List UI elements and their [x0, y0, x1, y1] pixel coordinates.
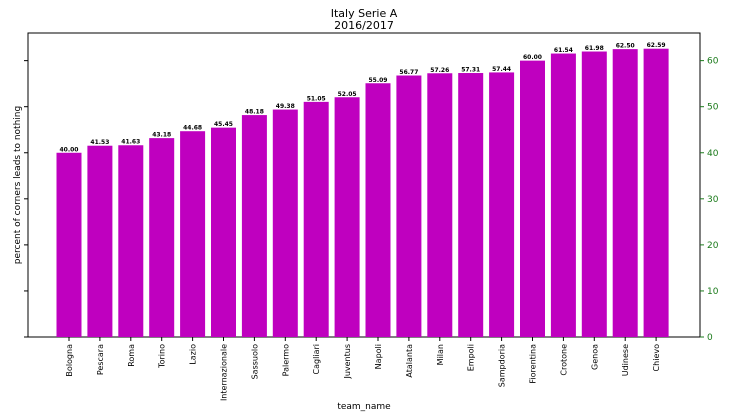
bar-pescara	[87, 145, 113, 337]
x-tick-label: Genoa	[590, 344, 599, 370]
x-tick-label: Atalanta	[405, 344, 414, 378]
plot-area	[27, 32, 701, 338]
bar-chievo	[643, 48, 669, 337]
data-label: 43.18	[152, 132, 171, 139]
data-label: 60.00	[523, 54, 542, 61]
data-label: 41.63	[121, 139, 140, 146]
data-label: 52.05	[338, 91, 357, 98]
y-tick-label: 10	[707, 287, 719, 297]
bar-milan	[427, 73, 453, 338]
data-label: 57.44	[492, 66, 511, 73]
bar-crotone	[550, 53, 576, 337]
x-tick-label: Torino	[158, 344, 167, 369]
x-tick-label: Chievo	[652, 344, 661, 372]
x-tick-label: Cagliari	[312, 344, 321, 374]
bar-juventus	[334, 97, 360, 337]
y-tick-label: 0	[707, 333, 713, 343]
x-tick-label: Lazio	[189, 344, 198, 365]
x-tick-label: Internazionale	[220, 344, 229, 401]
y-axis-label: percent of corners leads to nothing	[13, 106, 23, 264]
y-tick-label: 20	[707, 241, 719, 251]
bar-sassuolo	[241, 115, 267, 337]
bar-cagliari	[303, 101, 329, 338]
data-label: 41.53	[90, 139, 109, 146]
y-tick-label: 60	[707, 57, 719, 67]
data-labels-group: 40.00 41.53 41.63 43.18 44.68 45.45 48.18 49.38…	[60, 42, 666, 153]
data-label: 57.26	[430, 67, 449, 74]
data-label: 51.05	[307, 95, 326, 102]
y-axis-ticks: 0 10 20 30 40 50 60	[24, 57, 719, 343]
x-axis-label: team_name	[337, 402, 391, 412]
x-tick-label: Udinese	[621, 344, 630, 376]
data-label: 45.45	[214, 121, 233, 128]
x-tick-label: Palermo	[281, 344, 290, 376]
bar-genoa	[581, 51, 607, 338]
x-axis-ticks: Bologna Pescara Roma Torino Lazio Internazion…	[65, 337, 661, 401]
bar-lazio	[180, 131, 206, 337]
x-tick-label: Milan	[436, 344, 445, 365]
data-label: 44.68	[183, 125, 202, 132]
bars-group	[56, 48, 669, 338]
bar-empoli	[458, 73, 484, 337]
x-tick-label: Pescara	[96, 344, 105, 375]
bar-atalanta	[396, 75, 422, 337]
x-tick-label: Bologna	[65, 344, 74, 377]
bar-udinese	[612, 49, 638, 337]
x-tick-label: Napoli	[374, 344, 383, 369]
x-tick-label: Sassuolo	[250, 344, 259, 380]
x-tick-label: Crotone	[559, 344, 568, 376]
bar-torino	[149, 138, 175, 337]
bar-bologna	[56, 152, 82, 337]
y-tick-label: 30	[707, 195, 719, 205]
data-label: 62.59	[647, 42, 666, 49]
data-label: 55.09	[369, 77, 388, 84]
data-label: 48.18	[245, 109, 264, 116]
bar-fiorentina	[520, 60, 545, 338]
chart-subtitle: 2016/2017	[334, 19, 394, 32]
x-tick-label: Empoli	[467, 344, 476, 371]
data-label: 49.38	[276, 103, 295, 110]
x-tick-label: Fiorentina	[529, 344, 538, 384]
x-tick-label: Sampdoria	[498, 344, 507, 387]
chart-title: Italy Serie A	[331, 7, 398, 20]
data-label: 62.50	[616, 43, 635, 50]
data-label: 57.31	[461, 67, 480, 74]
data-label: 61.98	[585, 45, 604, 52]
x-tick-label: Roma	[127, 344, 136, 367]
bar-palermo	[272, 109, 298, 337]
bar-internazionale	[211, 127, 236, 338]
bar-roma	[118, 145, 144, 337]
x-tick-label: Juventus	[343, 344, 352, 380]
data-label: 40.00	[60, 146, 79, 153]
y-tick-label: 50	[707, 103, 719, 113]
y-tick-label: 40	[707, 149, 719, 159]
data-label: 61.54	[554, 47, 573, 54]
data-label: 56.77	[399, 69, 418, 76]
bar-napoli	[365, 83, 391, 337]
bar-sampdoria	[489, 72, 515, 337]
